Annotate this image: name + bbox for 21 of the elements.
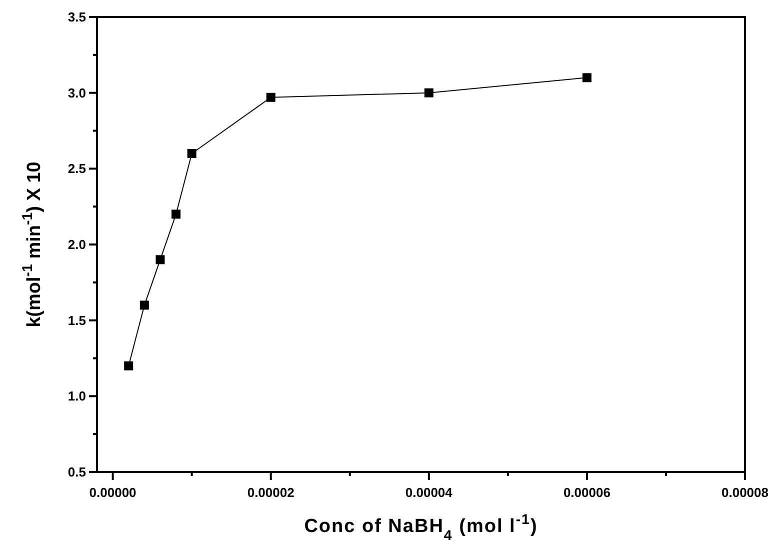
y-tick-label: 1.0 [68, 388, 86, 404]
y-tick-label: 3.5 [68, 10, 86, 24]
y-tick-label: 2.0 [68, 237, 86, 252]
x-tick-label: 0.00008 [722, 485, 768, 500]
y-tick-label: 2.5 [68, 161, 86, 176]
y-tick-label: 1.5 [68, 312, 86, 328]
point [424, 88, 434, 98]
x-tick-label: 0.00000 [89, 485, 136, 500]
y-tick-label: 0.5 [68, 464, 86, 480]
point [140, 300, 149, 310]
point [266, 92, 276, 102]
point [582, 73, 592, 82]
point [187, 149, 196, 158]
y-tick-label: 3.0 [68, 85, 86, 100]
point [156, 255, 165, 264]
point [172, 210, 181, 219]
point [124, 361, 134, 370]
x-axis-title: Conc of NaBH$_{4}$ (mol l$^{-1}$) [304, 512, 538, 544]
x-tick-label: 0.00006 [563, 485, 610, 500]
x-tick-label: 0.00002 [247, 485, 294, 500]
x-tick-label: 0.00004 [405, 485, 454, 500]
